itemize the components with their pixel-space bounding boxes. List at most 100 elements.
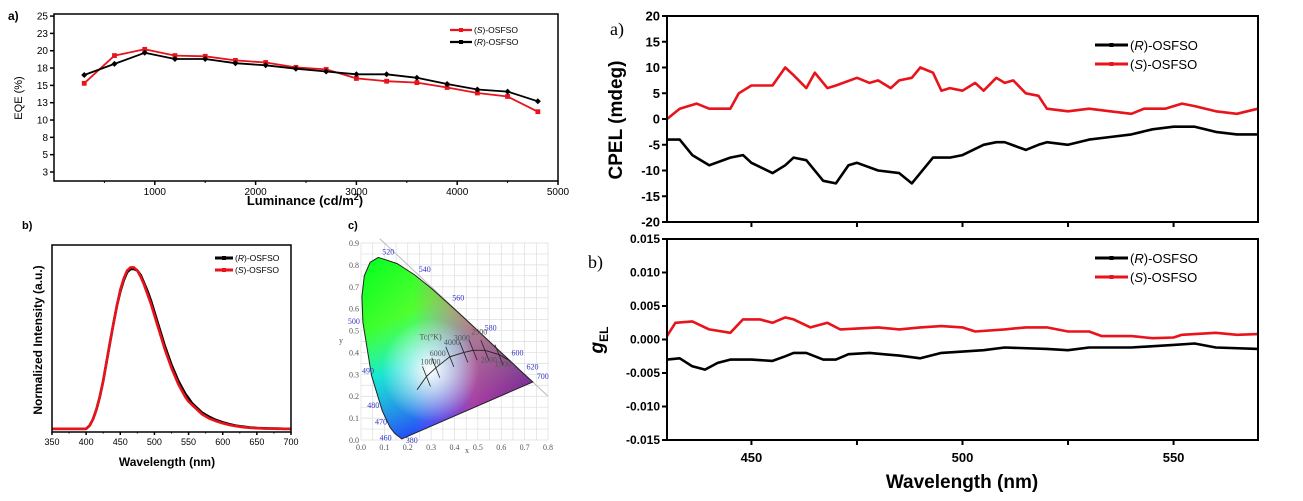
- y-tick-label: -15: [641, 189, 660, 204]
- y-tick-label: -0.015: [626, 433, 660, 447]
- legend-entry: (R)-OSFSO: [474, 37, 519, 47]
- data-point: [504, 88, 511, 95]
- y-tick-label: 0.4: [349, 348, 359, 357]
- legend-entry: (S)-OSFSO: [235, 265, 279, 275]
- cct-label: 3000: [454, 333, 470, 342]
- y-tick-label: 25: [37, 12, 49, 23]
- data-point: [474, 86, 481, 93]
- data-point: [292, 65, 299, 72]
- y-tick-label: 0: [653, 112, 660, 127]
- x-tick-label: 500: [147, 437, 162, 447]
- y-tick-label: 20: [37, 46, 49, 57]
- y-tick-label: 0.7: [349, 283, 359, 292]
- y-tick-label: 23: [37, 29, 49, 40]
- y-tick-label: 0.8: [349, 261, 359, 270]
- legend-entry: (S)-OSFSO: [1130, 270, 1197, 285]
- x-tick-label: 550: [181, 437, 196, 447]
- x-tick-label: 0.1: [379, 443, 389, 452]
- panel-label-c: c): [348, 220, 358, 232]
- wavelength-label: 700: [537, 372, 549, 381]
- cct-label: 2500: [471, 327, 487, 336]
- x-tick-label: 550: [1163, 450, 1185, 465]
- x-tick-label: 0.4: [450, 443, 460, 452]
- y-tick-label: -0.010: [626, 400, 660, 414]
- data-point: [202, 56, 209, 63]
- series-line-S: [666, 66, 1259, 121]
- y-tick-label: 0.6: [349, 305, 359, 314]
- y-tick-label: 10: [37, 116, 49, 127]
- legend-marker: [222, 256, 226, 260]
- data-point: [444, 80, 451, 87]
- y-tick-label: 13: [37, 98, 49, 109]
- x-tick-label: 0.5: [473, 443, 483, 452]
- y-tick-label: 0.1: [349, 414, 359, 423]
- y-tick-label: 0.3: [349, 370, 359, 379]
- data-point: [444, 85, 450, 90]
- gel-x-axis-title: Wavelength (nm): [886, 472, 1038, 493]
- y-tick-label: 10: [646, 60, 660, 75]
- gamut-white: [361, 257, 533, 439]
- y-tick-label: 0.005: [630, 299, 660, 313]
- series-line-R: [52, 267, 291, 431]
- isotherm-line: [468, 340, 478, 361]
- panel-label-a-left: a): [8, 9, 19, 23]
- wavelength-label: 380: [406, 436, 418, 445]
- isotherm-line: [445, 346, 455, 367]
- y-tick-label: 0.2: [349, 392, 359, 401]
- series-line-R: [666, 342, 1259, 371]
- pl-y-axis-title: Normalized Intensity (a.u.): [31, 265, 45, 414]
- eqe-x-axis-title: Luminance (cd/m2): [247, 192, 363, 208]
- series-line-S: [52, 266, 291, 431]
- data-point: [171, 56, 178, 63]
- gel-chart: 450 500 550 -0.015 -0.010 -0.005 0.000 0.005 0.0…: [626, 232, 1259, 465]
- legend-marker: [1109, 43, 1114, 47]
- x-tick-label: 650: [249, 437, 264, 447]
- data-point: [172, 53, 178, 58]
- planckian-title: Tc(°K): [419, 332, 442, 341]
- legend-marker: [1109, 256, 1114, 260]
- wavelength-label: 480: [367, 401, 379, 410]
- data-point: [323, 68, 330, 75]
- legend-entry: (S)-OSFSO: [474, 25, 518, 35]
- x-tick-label: 3000: [345, 187, 368, 198]
- series-line-R: [667, 125, 1258, 185]
- cct-label: 6000: [430, 349, 446, 358]
- y-tick-label: 0.9: [349, 239, 359, 248]
- cie-y-axis-title: y: [339, 336, 343, 345]
- data-point: [81, 71, 88, 78]
- legend-marker: [459, 28, 463, 32]
- y-tick-label: 3: [42, 167, 48, 178]
- y-tick-label: 0.010: [630, 266, 660, 280]
- legend-entry: (R)-OSFSO: [1130, 38, 1198, 53]
- y-tick-label: 15: [646, 34, 660, 49]
- legend-marker: [1109, 62, 1114, 66]
- y-tick-label: -10: [641, 163, 660, 178]
- eqe-chart: 1000 2000 3000 4000 5000 3 5 8 10 13 15 18 20 23 25 (S)…: [37, 12, 570, 198]
- cct-label: 10000: [420, 358, 440, 367]
- cct-label: 2000: [481, 355, 497, 364]
- isotherm-line: [494, 344, 504, 365]
- wavelength-label: 500: [348, 317, 360, 326]
- x-tick-label: 4000: [446, 187, 469, 198]
- x-tick-label: 1000: [144, 187, 167, 198]
- data-point: [354, 76, 359, 81]
- isotherm-line: [431, 357, 441, 378]
- x-tick-label: 400: [79, 437, 94, 447]
- wavelength-label: 580: [485, 323, 497, 332]
- x-tick-label: 5000: [547, 187, 570, 198]
- cct-label: 4000: [444, 338, 460, 347]
- isotherm-line: [480, 340, 490, 361]
- panel-label-a-right: a): [610, 19, 624, 40]
- y-tick-label: 0.000: [630, 333, 660, 347]
- eqe-y-axis-title: EQE (%): [13, 76, 25, 119]
- series-line-R: [83, 51, 539, 103]
- wavelength-label: 470: [375, 417, 387, 426]
- x-tick-label: 700: [283, 437, 298, 447]
- cct-label: 1500: [495, 360, 511, 369]
- y-tick-label: 5: [42, 150, 48, 161]
- y-tick-label: 0.015: [630, 232, 660, 246]
- wavelength-label: 460: [380, 433, 392, 442]
- y-tick-label: -20: [641, 215, 660, 230]
